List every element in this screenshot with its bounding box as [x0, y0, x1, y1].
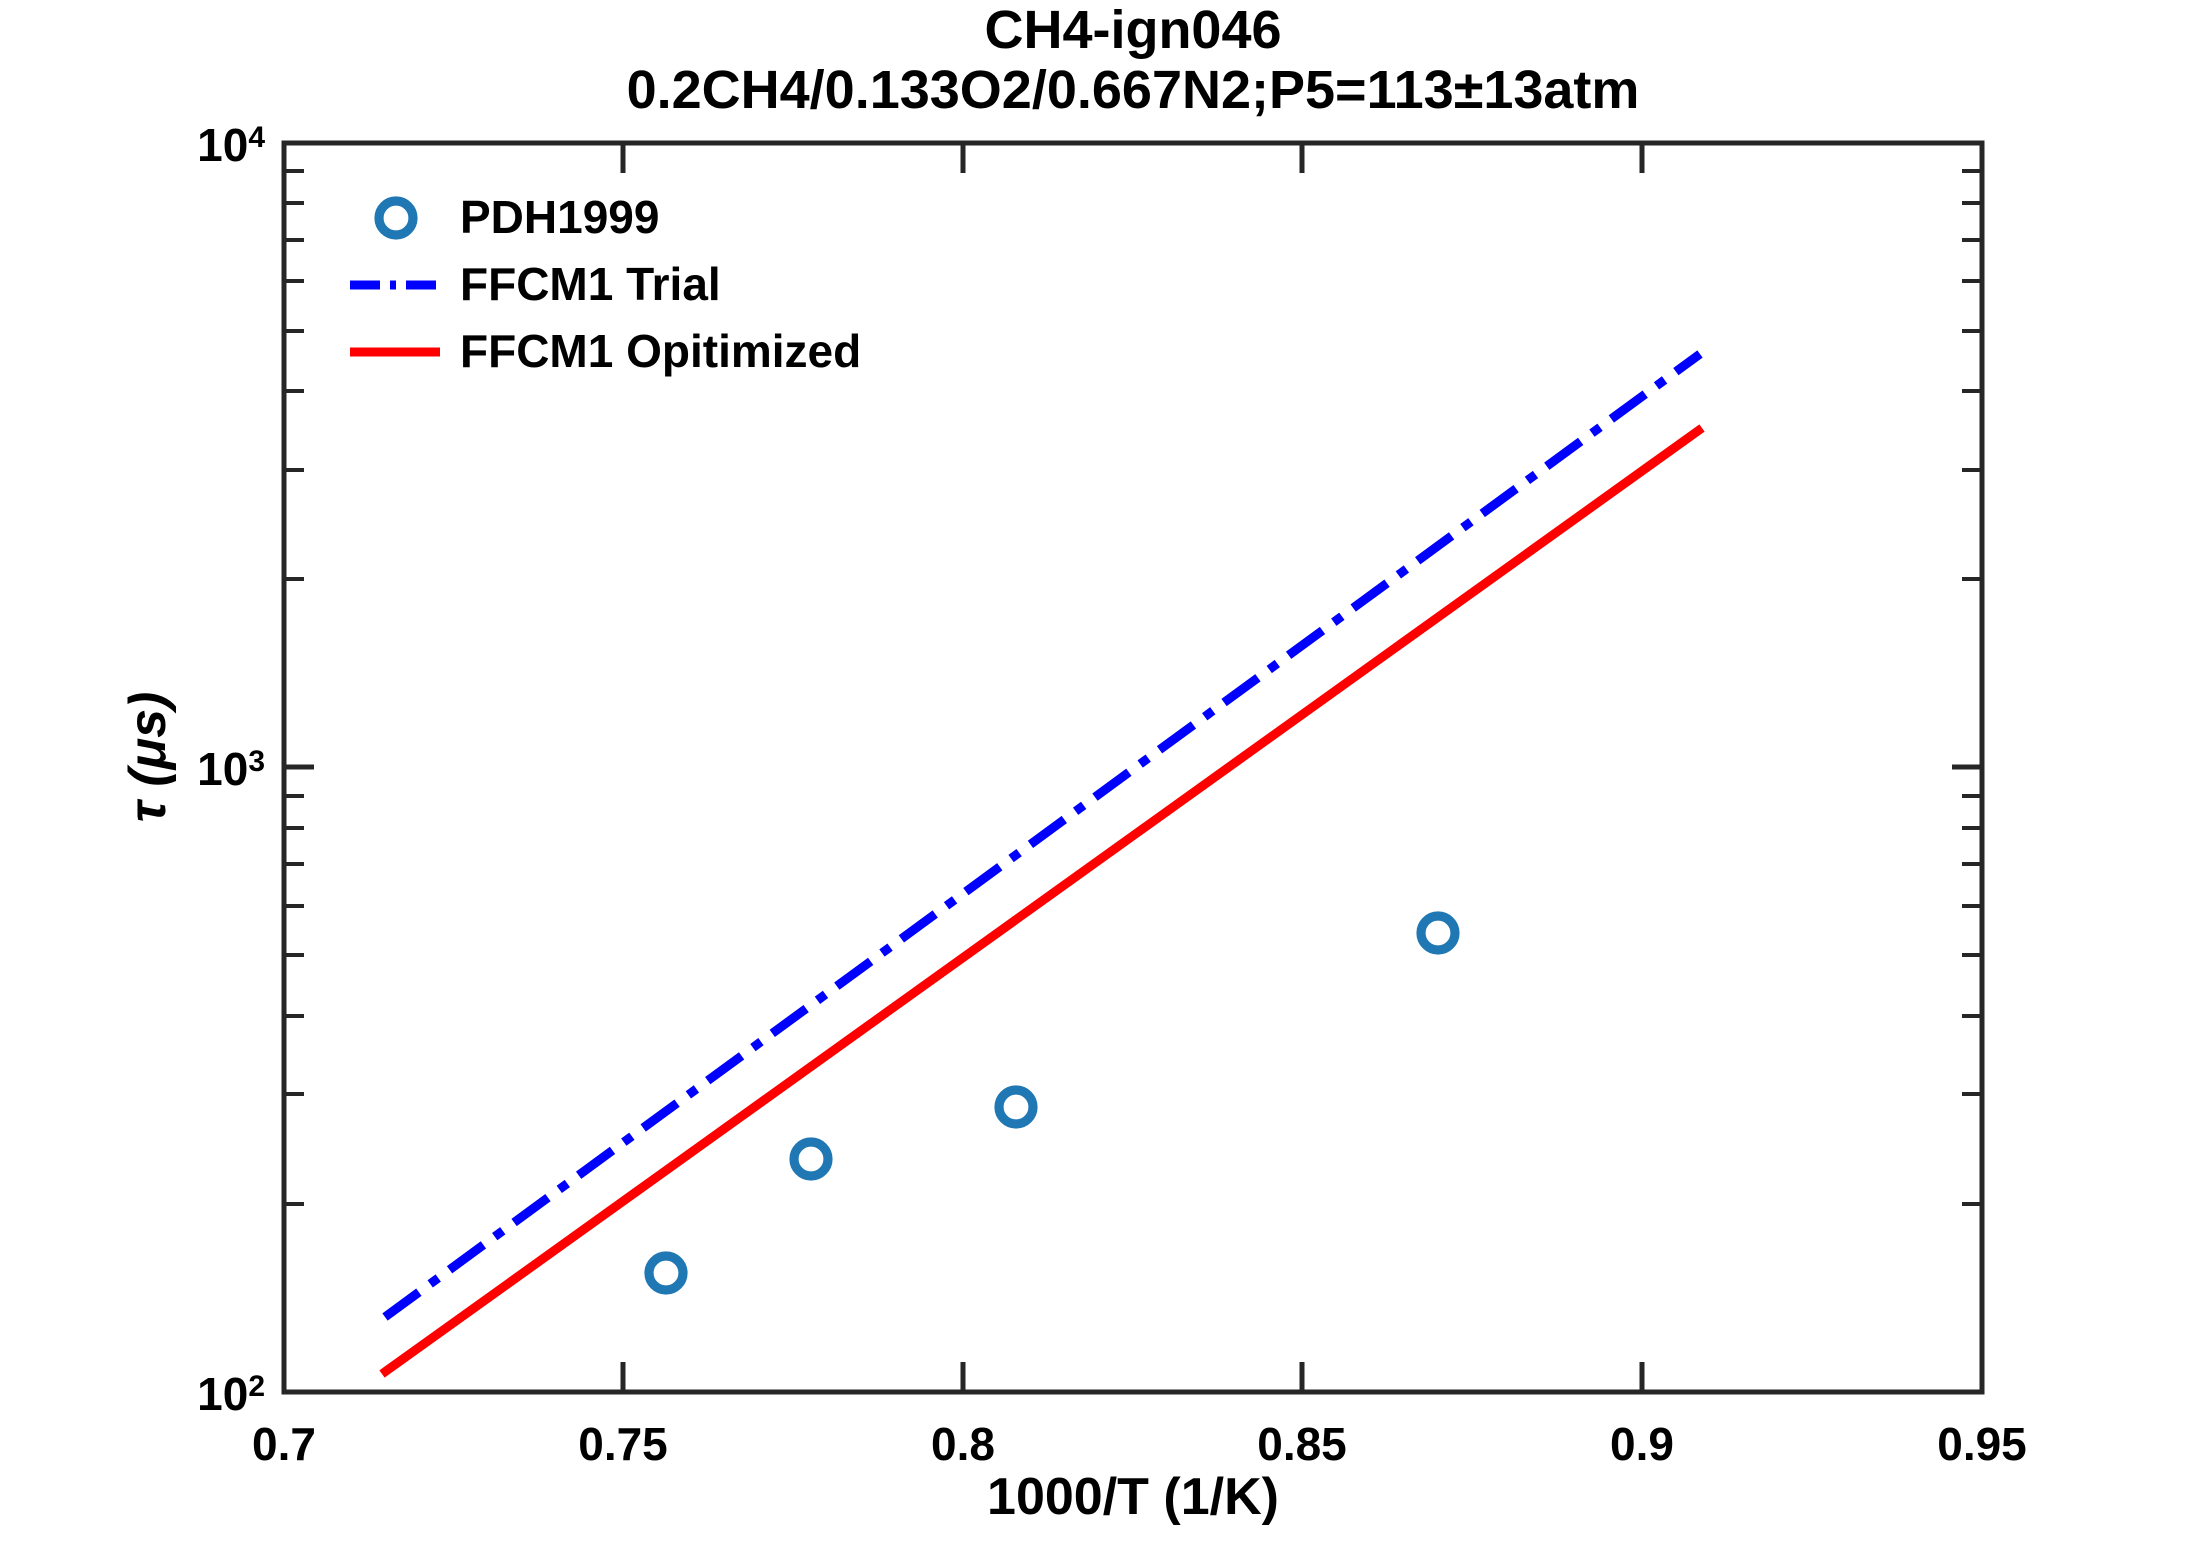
svg-text:0.85: 0.85: [1257, 1418, 1347, 1470]
svg-text:0.8: 0.8: [931, 1418, 995, 1470]
svg-text:τ (μs): τ (μs): [119, 692, 177, 823]
svg-text:PDH1999: PDH1999: [460, 191, 659, 243]
svg-text:0.7: 0.7: [252, 1418, 316, 1470]
svg-text:FFCM1 Opitimized: FFCM1 Opitimized: [460, 325, 861, 377]
svg-text:0.95: 0.95: [1937, 1418, 2027, 1470]
svg-text:FFCM1 Trial: FFCM1 Trial: [460, 258, 721, 310]
svg-text:0.9: 0.9: [1610, 1418, 1674, 1470]
svg-text:CH4-ign046: CH4-ign046: [984, 0, 1281, 60]
svg-text:0.75: 0.75: [578, 1418, 668, 1470]
svg-text:0.2CH4/0.133O2/0.667N2;P5=113±: 0.2CH4/0.133O2/0.667N2;P5=113±13atm: [627, 60, 1640, 120]
svg-text:1000/T (1/K): 1000/T (1/K): [987, 1468, 1279, 1526]
